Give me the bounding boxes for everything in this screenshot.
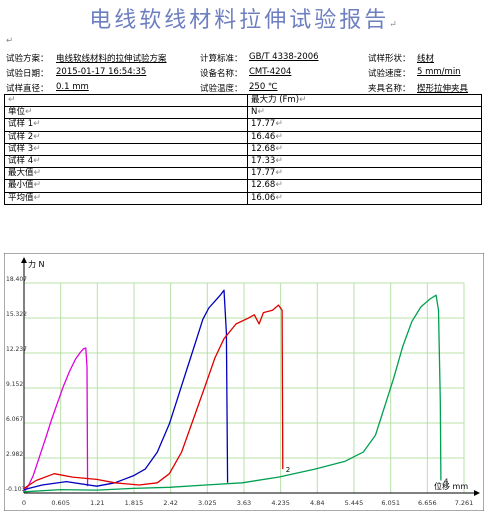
y-axis-arrow [21,257,27,263]
report-title: 电线软线材料拉伸试验报告↵ [89,8,400,33]
fixture-value: 楔形拉伸夹具 [417,84,469,94]
sample-value: 17.77↵ [247,118,482,132]
sample-label: 平均值↵ [4,191,248,205]
x-tick-label: 6.051 [381,499,400,507]
series-line [23,304,284,489]
chart-series: 24 [23,289,449,493]
device-value: CMT-4204 [249,67,292,77]
unit-label: 单位↵ [4,106,248,120]
x-tick-label: 1.815 [125,499,144,507]
x-tick-label: 4.84 [310,499,324,507]
y-tick-label: -0.103 [6,486,26,493]
table-row: 最小值↵ 12.68↵ [4,179,482,193]
table-row: 试样 4↵ 17.33↵ [4,154,482,169]
standard-label: 计算标准： [200,54,243,64]
x-tick-label: 0 [22,499,26,507]
series-end-label: 4 [444,477,449,485]
x-tick-label: 3.63 [237,499,251,507]
series-line [24,347,89,492]
sample-value: 16.46↵ [247,130,482,144]
sample-label: 最小值↵ [4,179,248,193]
speed-label: 试验速度： [368,69,411,79]
shape-value: 线材 [417,54,435,64]
date-label: 试验日期： [6,69,49,79]
sample-label: 试样 2↵ [4,130,248,144]
sample-label: 最大值↵ [4,167,248,181]
y-axis-label: 力 N [28,259,45,269]
y-tick-label: 18.407 [6,276,27,283]
standard-value: GB/T 4338-2006 [249,52,319,62]
sample-label: 试样 3↵ [4,142,248,156]
x-tick-label: 2.42 [163,499,177,507]
x-tick-label: 6.656 [418,499,437,507]
diameter-value: 0.1 mm [56,82,89,92]
x-tick-label: 1.21 [90,499,104,507]
x-tick-label: 4.235 [271,499,290,507]
x-tick-label: 3.025 [198,499,217,507]
series-line [23,289,229,491]
header-cell: 最大力 (Fm)↵ [247,93,482,108]
speed-value: 5 mm/min [417,67,461,77]
header-blank: ↵ [4,93,248,108]
temp-value: 250 ℃ [249,82,278,92]
fixture-label: 夹具名称： [368,84,411,94]
y-tick-label: 6.067 [6,416,23,423]
y-tick-label: 9.152 [6,381,23,388]
table-row: 试样 1↵ 17.77↵ [4,118,482,132]
y-tick-label: 15.322 [6,311,27,318]
x-tick-label: 0.605 [51,499,70,507]
x-axis-label: 位移 mm [434,481,468,491]
y-tick-label: 2.982 [6,451,23,458]
series-line [23,294,442,493]
results-table: ↵ 最大力 (Fm)↵ 单位↵ N↵ 试样 1↵ 17.77↵ 试样 2↵ 16.46… [4,93,482,205]
axis-arrows [21,257,480,496]
x-tick-label: 5.445 [345,499,364,507]
diameter-label: 试样直径： [6,84,49,94]
sample-value: 17.77↵ [247,167,482,181]
chart-ticks: 0 0.605 1.21 1.815 2.42 3.025 3.63 4.235 4.84 5.4… [6,276,473,507]
table-row: 最大值↵ 17.77↵ [4,167,482,181]
x-tick-label: 7.261 [455,499,474,507]
unit-row: 单位↵ N↵ [4,106,482,120]
device-label: 设备名称： [200,69,243,79]
table-row: 平均值↵ 16.06↵ [4,191,482,205]
temp-label: 试验温度： [200,84,243,94]
sample-value: 17.33↵ [247,154,482,169]
force-displacement-chart: 0 0.605 1.21 1.815 2.42 3.025 3.63 4.235 4.84 5.4… [4,253,484,511]
shape-label: 试样形状： [368,54,411,64]
y-tick-label: 12.237 [6,346,27,353]
table-row: 试样 3↵ 12.68↵ [4,142,482,156]
scheme-value: 电线软线材料的拉伸试验方案 [56,54,167,64]
table-row: 试样 2↵ 16.46↵ [4,130,482,144]
header-row: ↵ 最大力 (Fm)↵ [4,93,482,108]
sample-value: 12.68↵ [247,142,482,156]
date-value: 2015-01-17 16:54:35 [56,67,147,77]
chart-grid [23,259,478,494]
unit-value: N↵ [247,106,482,120]
sample-label: 试样 1↵ [4,118,248,132]
scheme-label: 试验方案： [6,54,49,64]
sample-value: 12.68↵ [247,179,482,193]
series-end-label: 2 [286,466,290,474]
sample-value: 16.06↵ [247,191,482,205]
paragraph-mark: ↵ [6,36,14,46]
sample-label: 试样 4↵ [4,154,248,169]
x-axis-arrow [474,490,480,496]
